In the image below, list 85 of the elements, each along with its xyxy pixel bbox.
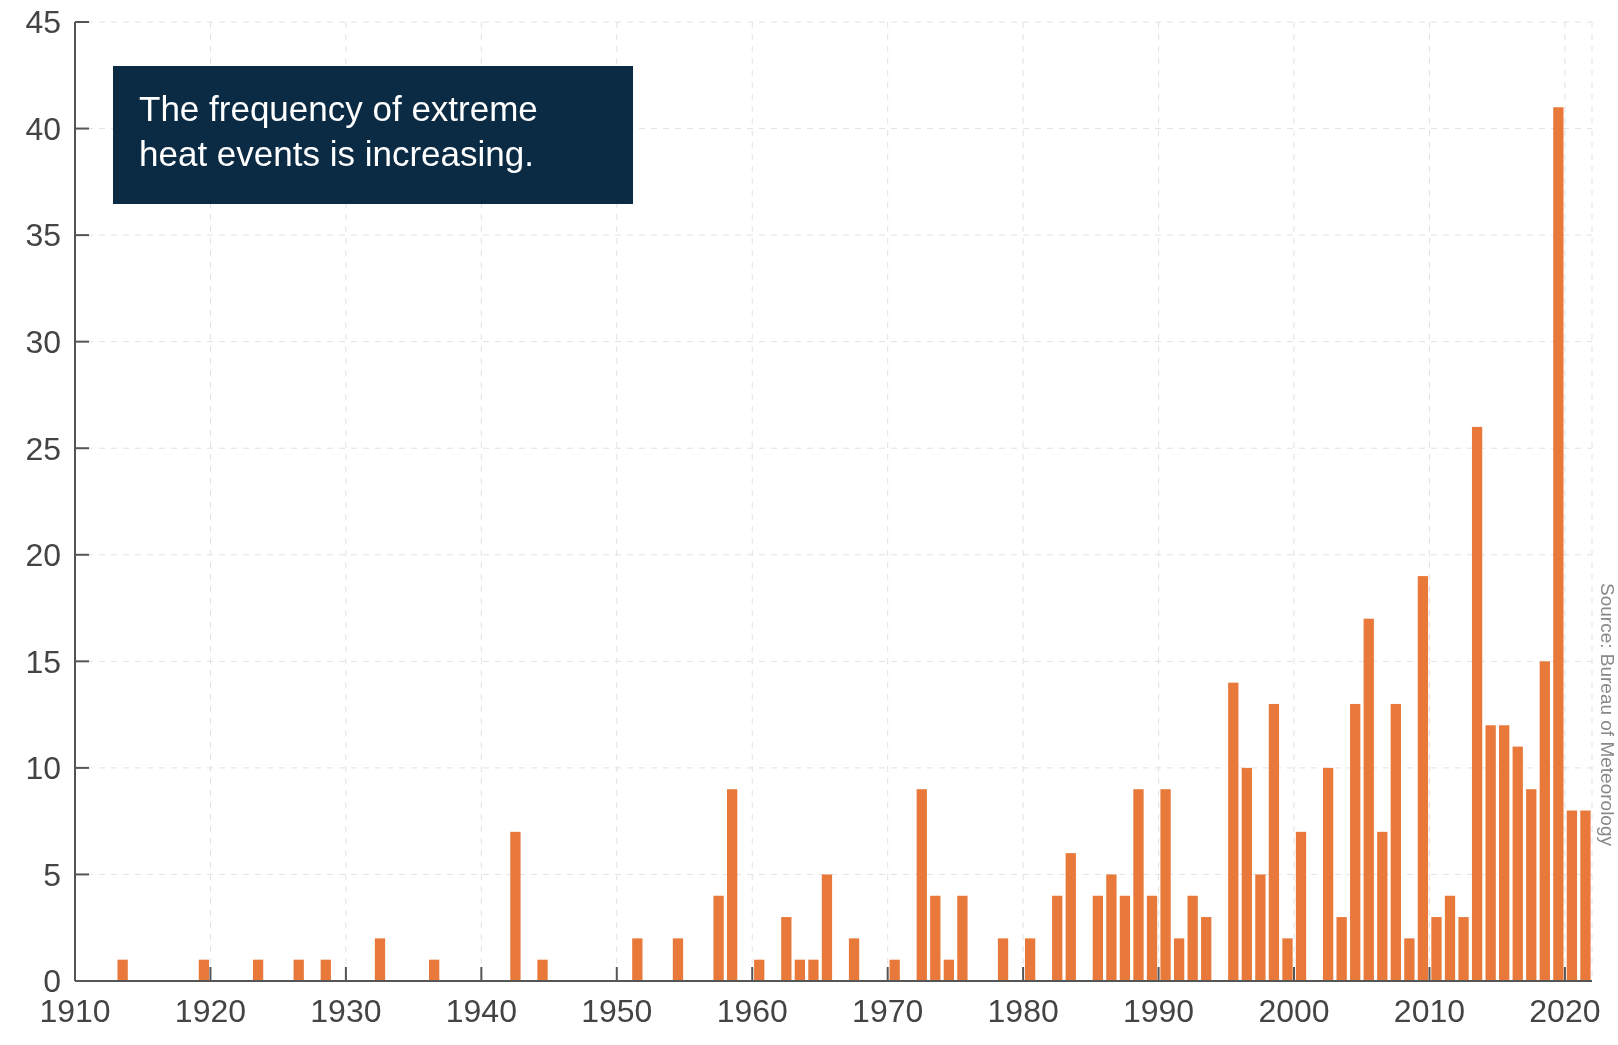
source-note: Source: Bureau of Meteorology bbox=[1596, 583, 1618, 846]
bar bbox=[1350, 703, 1361, 981]
bar bbox=[1160, 789, 1171, 981]
x-tick-label: 2000 bbox=[1258, 992, 1330, 1029]
bar bbox=[1173, 938, 1185, 981]
bar bbox=[1146, 895, 1158, 981]
bar bbox=[1295, 831, 1307, 981]
y-tick-label: 45 bbox=[25, 4, 61, 41]
x-tick-label: 1940 bbox=[445, 992, 517, 1029]
bar bbox=[1417, 576, 1429, 981]
bar bbox=[794, 959, 806, 981]
bar bbox=[1485, 725, 1496, 981]
bar bbox=[537, 959, 548, 981]
bar bbox=[1322, 767, 1334, 981]
bar bbox=[727, 789, 738, 981]
bar bbox=[1553, 107, 1564, 981]
bar bbox=[1566, 810, 1578, 981]
bar bbox=[252, 959, 264, 981]
bar bbox=[1065, 853, 1076, 981]
bar bbox=[1133, 789, 1144, 981]
x-tick-label: 1950 bbox=[581, 992, 653, 1029]
bar bbox=[754, 959, 765, 981]
bar bbox=[1377, 831, 1388, 981]
bar bbox=[713, 895, 724, 981]
bar bbox=[1390, 703, 1401, 981]
bar bbox=[1092, 895, 1103, 981]
bar bbox=[943, 959, 954, 981]
x-tick-label: 1930 bbox=[310, 992, 382, 1029]
bar bbox=[1471, 426, 1483, 981]
bar bbox=[1282, 938, 1293, 981]
bar bbox=[1255, 874, 1266, 981]
y-tick-label: 10 bbox=[25, 750, 61, 787]
bar bbox=[293, 959, 304, 981]
bar bbox=[672, 938, 684, 981]
bar bbox=[1512, 746, 1523, 981]
bar bbox=[1499, 725, 1510, 981]
bar bbox=[1580, 810, 1591, 981]
y-tick-label: 5 bbox=[43, 856, 61, 893]
bar bbox=[930, 895, 941, 981]
bar bbox=[821, 874, 833, 981]
x-tick-label: 2020 bbox=[1529, 992, 1601, 1029]
bar bbox=[1526, 789, 1537, 981]
bar bbox=[957, 895, 968, 981]
bar bbox=[1052, 895, 1063, 981]
y-tick-label: 30 bbox=[25, 324, 61, 361]
bar bbox=[1336, 917, 1347, 981]
bar bbox=[1024, 938, 1036, 981]
bar bbox=[320, 959, 331, 981]
bar bbox=[632, 938, 643, 981]
y-tick-label: 40 bbox=[25, 110, 61, 147]
bar bbox=[1201, 917, 1212, 981]
x-tick-label: 1960 bbox=[716, 992, 788, 1029]
bar bbox=[429, 959, 440, 981]
note-box: The frequency of extreme heat events is increasing. bbox=[113, 66, 633, 204]
bar bbox=[1268, 703, 1280, 981]
x-tick-label: 2010 bbox=[1393, 992, 1466, 1029]
x-tick-label: 1990 bbox=[1122, 992, 1195, 1029]
bar bbox=[781, 917, 792, 981]
bar bbox=[889, 959, 900, 981]
bar bbox=[1187, 895, 1198, 981]
bar bbox=[1106, 874, 1117, 981]
y-tick-label: 15 bbox=[25, 643, 61, 680]
bar bbox=[1458, 917, 1469, 981]
bar bbox=[1241, 767, 1252, 981]
bar bbox=[1119, 895, 1131, 981]
x-tick-label: 1970 bbox=[852, 992, 924, 1029]
bar bbox=[198, 959, 210, 981]
bar bbox=[916, 789, 927, 981]
x-tick-label: 1980 bbox=[987, 992, 1059, 1029]
bar bbox=[808, 959, 819, 981]
bar bbox=[997, 938, 1009, 981]
bar bbox=[374, 938, 386, 981]
y-tick-label: 25 bbox=[25, 430, 61, 467]
bar bbox=[1539, 661, 1550, 981]
bar bbox=[1404, 938, 1415, 981]
bar bbox=[1444, 895, 1456, 981]
x-tick-label: 1920 bbox=[174, 992, 247, 1029]
bar bbox=[1363, 618, 1374, 981]
bar bbox=[1431, 917, 1442, 981]
bar bbox=[510, 831, 521, 981]
y-tick-label: 20 bbox=[25, 537, 61, 574]
bar bbox=[848, 938, 860, 981]
bar bbox=[117, 959, 128, 981]
bar bbox=[1228, 682, 1239, 981]
y-tick-label: 35 bbox=[25, 217, 61, 254]
